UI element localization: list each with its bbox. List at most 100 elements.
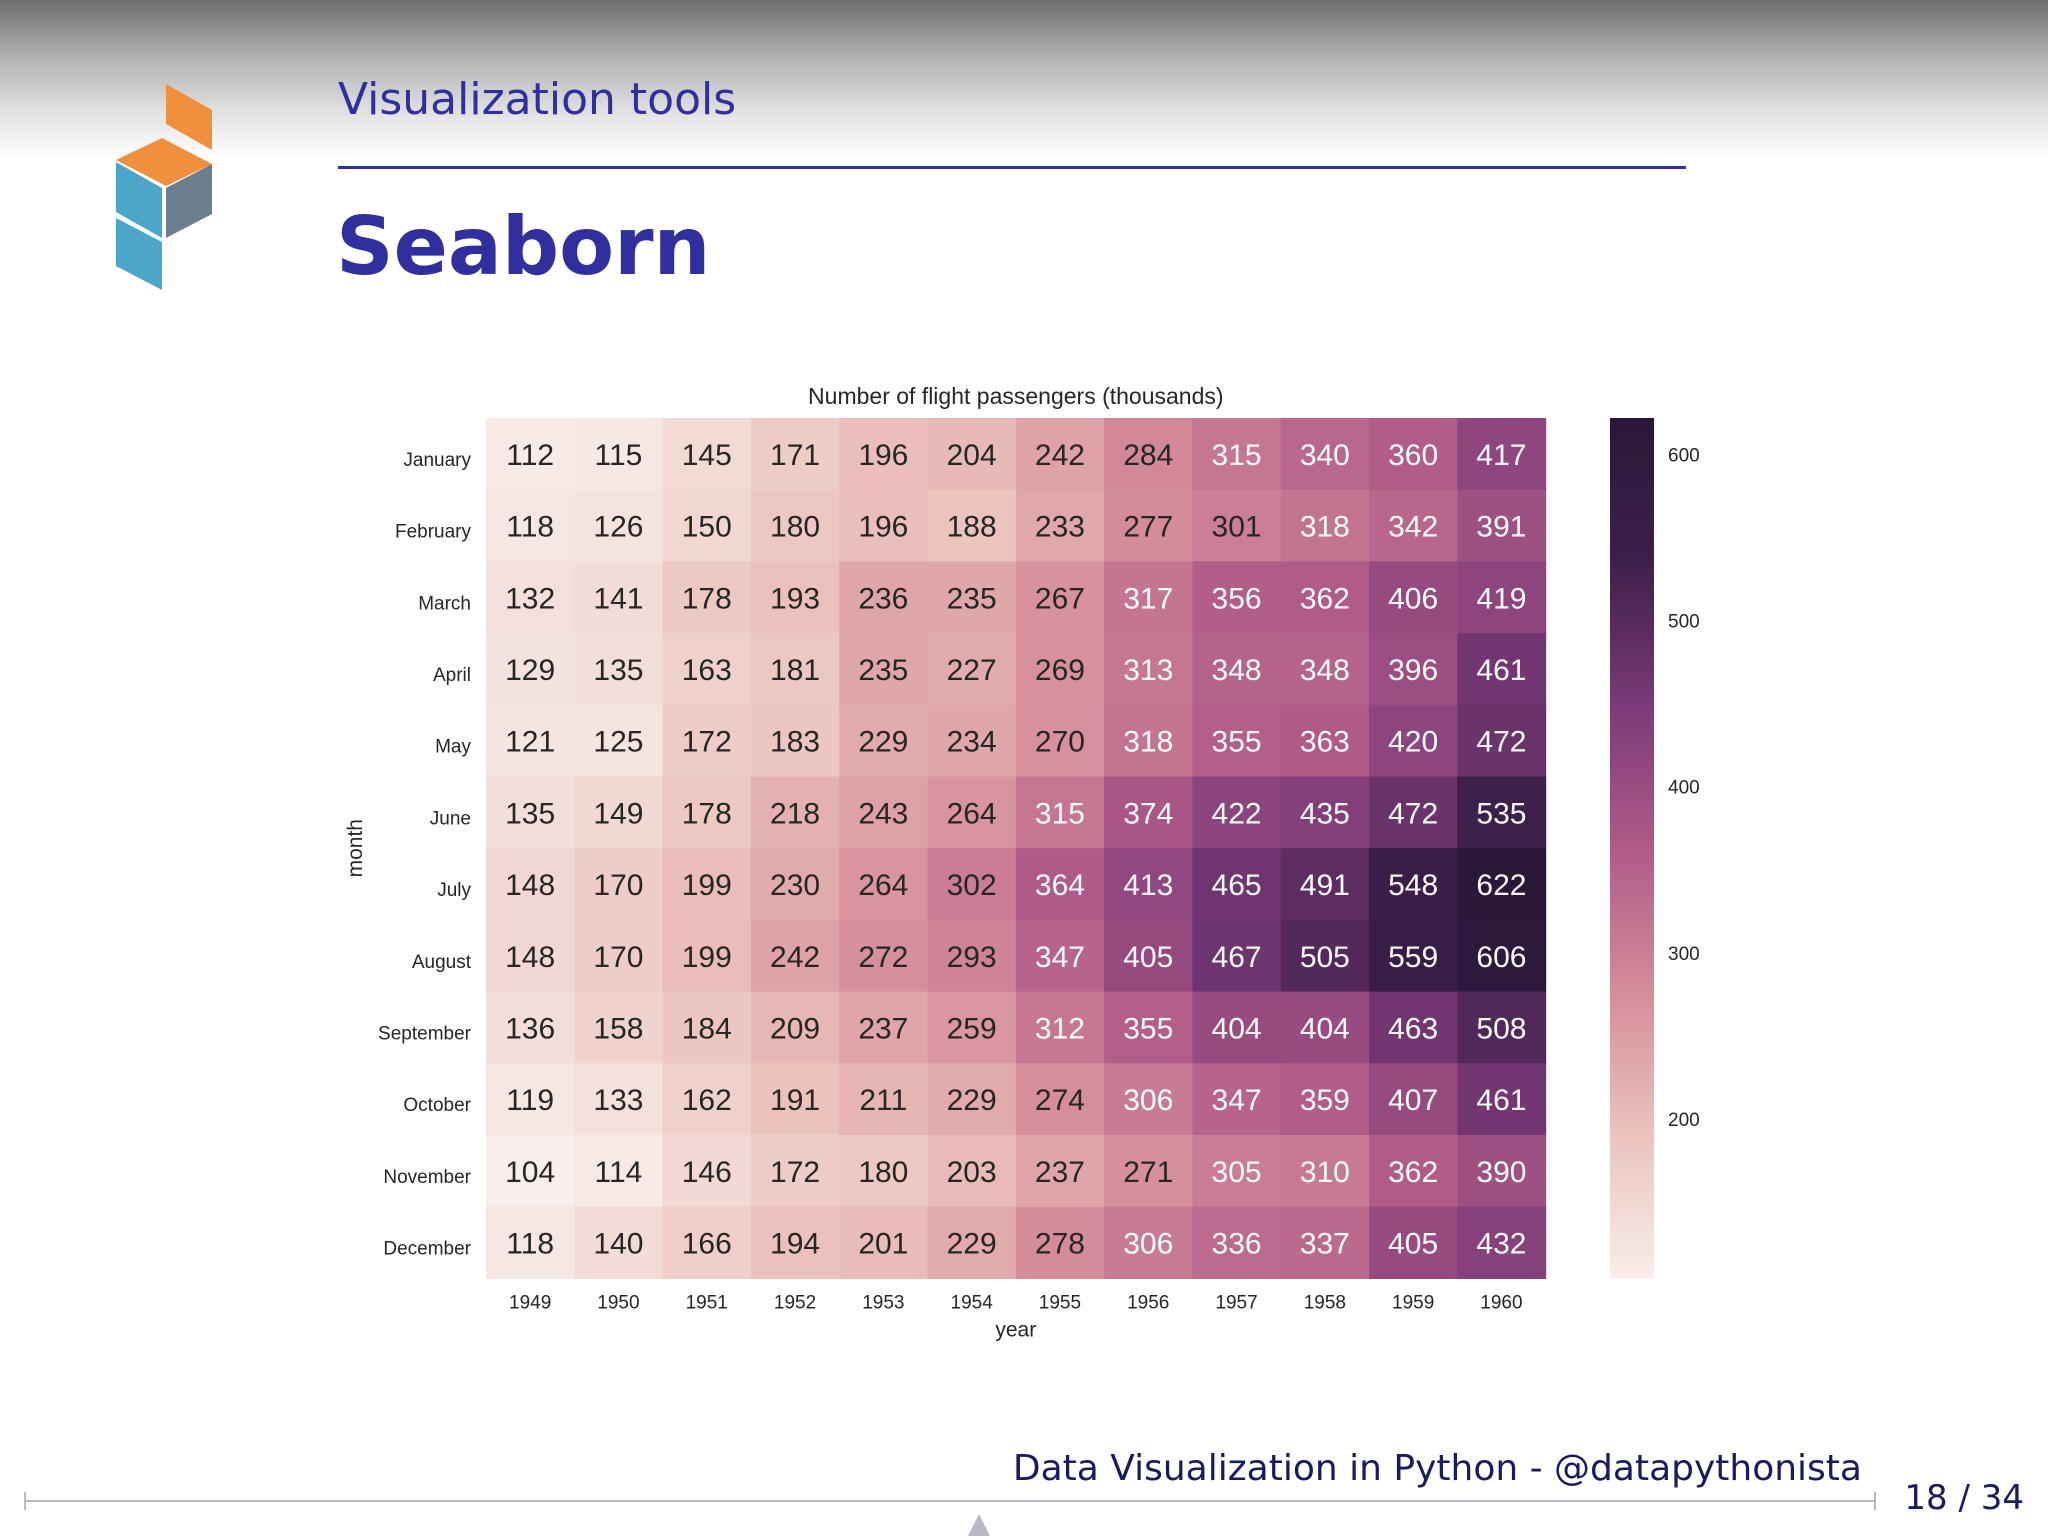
cell-value-label: 419 [1476,582,1526,615]
heatmap-cell [574,418,664,491]
cell-value-label: 463 [1388,1012,1438,1045]
x-tick-label: 1955 [1039,1292,1081,1313]
cell-value-label: 347 [1212,1084,1262,1117]
heatmap-cell [1192,418,1282,491]
cell-value-label: 606 [1476,941,1526,974]
cell-value-label: 284 [1123,439,1173,472]
heatmap-cell [1280,776,1370,849]
cell-value-label: 118 [506,1228,554,1261]
x-tick-label: 1951 [686,1292,728,1313]
cell-value-label: 237 [858,1012,908,1045]
navigation-bar-start [24,1492,26,1510]
cell-value-label: 356 [1212,582,1262,615]
heatmap-cell [1369,418,1458,491]
colorbar [1610,418,1654,1279]
cell-value-label: 148 [505,869,555,902]
cell-value-label: 272 [858,941,908,974]
heatmap-cell [1192,919,1282,993]
heatmap-cell [1192,561,1282,634]
heatmap-cell [927,1135,1017,1208]
cell-value-label: 317 [1123,582,1173,615]
cell-value-label: 191 [770,1084,820,1117]
cell-value-label: 435 [1300,797,1350,830]
cell-value-label: 461 [1476,654,1526,687]
cell-value-label: 313 [1123,654,1173,687]
heatmap-cell [1369,991,1458,1064]
heatmap-cell [1369,704,1458,778]
cell-value-label: 312 [1035,1012,1085,1045]
cell-value-label: 461 [1476,1084,1526,1117]
heatmap-cell [927,1063,1017,1136]
heatmap-cell [1457,776,1547,849]
y-tick-label: July [437,880,471,901]
heatmap-cell [1104,776,1193,849]
slide-position-marker-icon[interactable] [968,1514,990,1536]
colorbar-tick-label: 300 [1668,944,1700,965]
heatmap-cell [750,991,840,1064]
cell-value-label: 391 [1476,511,1526,544]
heatmap-cell [927,776,1017,849]
cell-value-label: 171 [770,439,820,472]
heatmap-cell [1280,991,1370,1064]
heatmap-cell [486,919,575,993]
cell-value-label: 390 [1476,1156,1526,1189]
heatmap-cell [574,776,664,849]
heatmap-cell [486,848,575,921]
heatmap-cell [1104,633,1193,706]
heatmap-cell [927,633,1017,706]
cell-value-label: 235 [858,654,908,687]
heatmap-cell [1280,489,1370,562]
cell-value-label: 163 [682,654,732,687]
x-axis-label: year [995,1318,1036,1341]
cell-value-label: 203 [947,1156,997,1189]
heatmap-cell [1015,848,1105,921]
cell-value-label: 340 [1300,439,1350,472]
heatmap-cell [574,1206,664,1279]
heatmap-cell [1192,1135,1282,1208]
heatmap-cell [750,418,840,491]
heatmap-cell [1280,1063,1370,1136]
heatmap-cell [927,1206,1017,1279]
heatmap-cell [1192,776,1282,849]
cell-value-label: 407 [1388,1084,1438,1117]
heatmap-cell [574,561,664,634]
cell-value-label: 183 [770,726,820,759]
y-tick-label: November [383,1167,471,1188]
cell-value-label: 178 [682,797,732,830]
heatmap-cell [1015,1206,1105,1279]
title-divider [338,166,1686,169]
heatmap-cell [1192,489,1282,562]
cell-value-label: 359 [1300,1084,1350,1117]
cell-value-label: 201 [858,1228,908,1261]
heatmap-cell [1457,848,1547,921]
cell-value-label: 129 [505,654,555,687]
cell-value-label: 306 [1123,1084,1173,1117]
cell-value-label: 141 [593,582,643,615]
cell-value-label: 199 [682,941,732,974]
cell-value-label: 135 [593,654,643,687]
cell-value-label: 199 [682,869,732,902]
heatmap-cell [1280,561,1370,634]
heatmap-cell [927,418,1017,491]
cell-value-label: 467 [1212,941,1262,974]
heatmap-cell [1457,1063,1547,1136]
heatmap-cell [1457,633,1547,706]
heatmap-cell [839,1063,929,1136]
cell-value-label: 559 [1388,941,1438,974]
cell-value-label: 465 [1212,869,1262,902]
heatmap-cell [1015,1063,1105,1136]
colorbar-tick-label: 400 [1668,778,1700,799]
heatmap-cell [1192,991,1282,1064]
cell-value-label: 104 [505,1156,555,1189]
cell-value-label: 310 [1300,1156,1350,1189]
y-tick-label: February [395,522,472,543]
cell-value-label: 535 [1476,797,1526,830]
heatmap-cell [1015,991,1105,1064]
cell-value-label: 364 [1035,869,1085,902]
footer-text: Data Visualization in Python - @datapyth… [1012,1448,1862,1489]
cell-value-label: 136 [505,1012,555,1045]
cell-value-label: 301 [1212,511,1262,544]
cell-value-label: 170 [593,941,643,974]
heatmap-cell [1015,704,1105,778]
x-tick-label: 1950 [597,1292,639,1313]
